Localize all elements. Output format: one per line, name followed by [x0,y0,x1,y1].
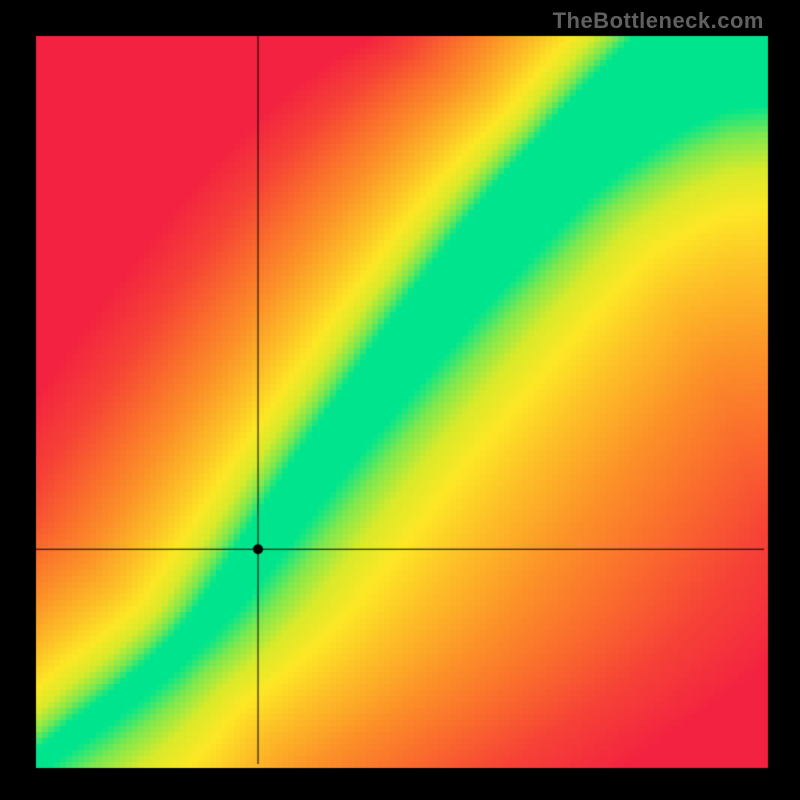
bottleneck-heatmap [0,0,800,800]
chart-container: TheBottleneck.com [0,0,800,800]
watermark-text: TheBottleneck.com [553,8,764,34]
